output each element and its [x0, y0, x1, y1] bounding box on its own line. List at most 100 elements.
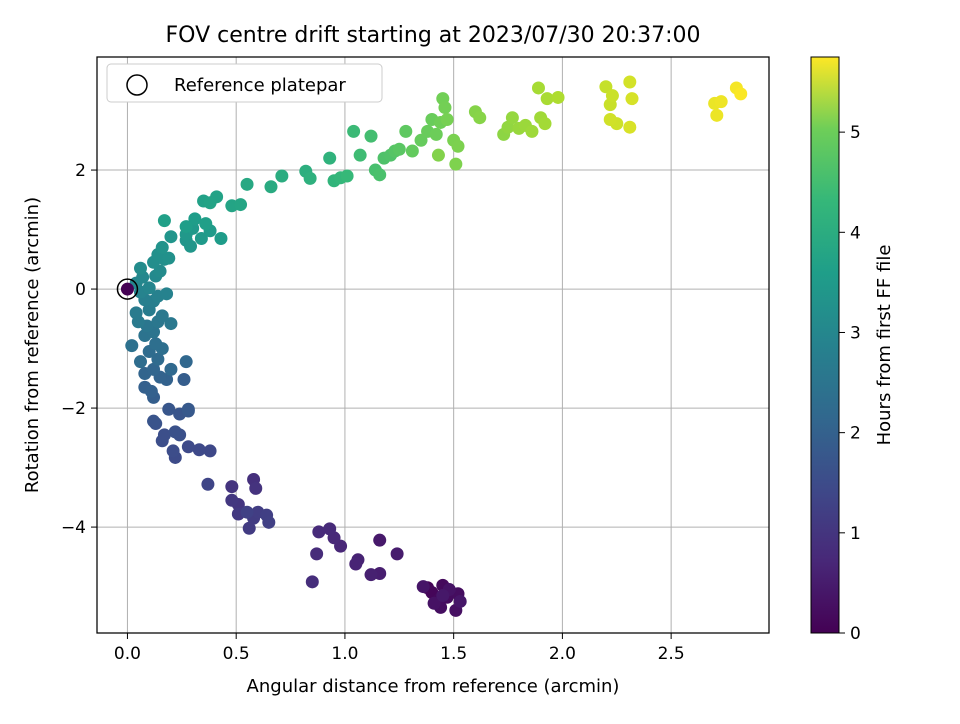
scatter-point [151, 352, 165, 366]
scatter-point [405, 144, 419, 158]
scatter-point [373, 168, 387, 182]
x-axis-ticks: 0.0 0.5 1.0 1.5 2.0 2.5 [114, 633, 685, 664]
legend: Reference platepar [106, 63, 383, 103]
scatter-point [538, 117, 552, 131]
scatter-point [262, 515, 276, 529]
scatter-point [734, 87, 748, 101]
scatter-point [203, 444, 217, 458]
colorbar-label: Hours from first FF file [874, 245, 895, 446]
y-tick-label: 2 [75, 161, 86, 181]
scatter-point [364, 568, 378, 582]
colorbar-ticks: 0 1 2 3 4 5 [839, 123, 861, 644]
legend-marker-icon [126, 74, 148, 96]
scatter-point [249, 481, 263, 495]
x-axis-label: Angular distance from reference (arcmin) [247, 676, 620, 697]
scatter-point [540, 92, 554, 106]
scatter-point [181, 440, 195, 454]
scatter-point [147, 414, 161, 428]
y-axis-ticks: −4 −2 0 2 [61, 161, 97, 538]
colorbar-tick-label: 5 [850, 123, 861, 143]
scatter-point [142, 281, 156, 295]
scatter-point [623, 75, 637, 89]
scatter-point [194, 231, 208, 245]
scatter-point [214, 231, 228, 245]
scatter-point [192, 443, 206, 457]
scatter-point [312, 525, 326, 539]
scatter-point [179, 355, 193, 369]
scatter-point [551, 90, 565, 104]
scatter-point [429, 127, 443, 141]
y-tick-label: −4 [61, 518, 86, 538]
scatter-point [390, 547, 404, 561]
scatter-point [525, 124, 539, 138]
scatter-point [164, 230, 178, 244]
reference-platepar-marker [116, 278, 139, 300]
scatter-point [164, 362, 178, 376]
y-tick-label: 0 [75, 280, 86, 300]
scatter-point [440, 112, 454, 126]
colorbar-tick-label: 0 [850, 624, 861, 644]
scatter-point [225, 493, 239, 507]
y-axis-label: Rotation from reference (arcmin) [22, 197, 43, 493]
scatter-point [188, 212, 202, 226]
scatter-point [162, 251, 176, 265]
colorbar-tick-label: 4 [850, 223, 861, 243]
x-tick-label: 2.0 [549, 644, 576, 664]
scatter-point [129, 306, 143, 320]
colorbar: 0 1 2 3 4 5 Hours from first FF file [810, 56, 895, 644]
scatter-point [201, 477, 215, 491]
colorbar-tick-label: 2 [850, 424, 861, 444]
scatter-point [323, 151, 337, 165]
scatter-point [453, 594, 467, 608]
scatter-point [240, 505, 254, 519]
scatter-point [149, 337, 163, 351]
scatter-point [625, 92, 639, 106]
scatter-point [605, 89, 619, 103]
scatter-point [505, 111, 519, 125]
scatter-point [431, 148, 445, 162]
scatter-point [155, 240, 169, 254]
scatter-point [184, 239, 198, 253]
legend-label: Reference platepar [174, 75, 346, 96]
scatter-point [275, 169, 289, 183]
scatter-point [416, 580, 430, 594]
scatter-point [449, 157, 463, 171]
scatter-point [427, 596, 441, 610]
scatter-point [203, 196, 217, 210]
scatter-point [153, 264, 167, 278]
x-tick-label: 1.5 [440, 644, 467, 664]
scatter-point [599, 80, 613, 94]
scatter-point [160, 287, 174, 301]
scatter-point [157, 214, 171, 228]
scatter-point [264, 180, 278, 194]
scatter-point [364, 129, 378, 143]
x-tick-label: 2.5 [658, 644, 685, 664]
scatter-point [181, 402, 195, 416]
scatter-point [133, 261, 147, 275]
scatter-point [710, 108, 724, 122]
scatter-point [323, 522, 337, 536]
scatter-point [340, 169, 354, 183]
scatter-point [303, 171, 317, 185]
scatter-point [349, 557, 363, 571]
scatter-point [179, 220, 193, 234]
scatter-point [240, 177, 254, 191]
scatter-point [125, 339, 139, 353]
scatter-point [164, 317, 178, 331]
scatter-point [392, 142, 406, 156]
scatter-point [147, 362, 161, 376]
scatter-point [166, 444, 180, 458]
scatter-point [133, 355, 147, 369]
reference-point [120, 282, 134, 296]
scatter-point [373, 533, 387, 547]
scatter-point [714, 95, 728, 109]
scatter-point [234, 198, 248, 212]
plot-frame [96, 56, 770, 634]
scatter-point [157, 428, 171, 442]
scatter-point [473, 111, 487, 125]
colorbar-gradient [810, 56, 840, 634]
colorbar-tick-label: 1 [850, 524, 861, 544]
scatter-point [436, 589, 450, 603]
